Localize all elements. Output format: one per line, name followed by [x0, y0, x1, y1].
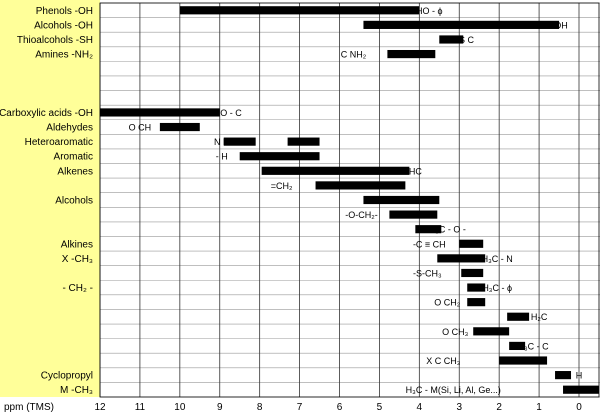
- row-label: Amines -NH₂: [35, 50, 93, 61]
- shift-range-bar: [415, 225, 442, 234]
- x-tick-label: 7: [297, 402, 303, 413]
- shift-range-bar: [473, 327, 510, 336]
- x-tick-label: 9: [217, 402, 223, 413]
- row-label: Aldehydes: [46, 123, 93, 134]
- x-tick-label: 3: [456, 402, 462, 413]
- x-tick-label: 2: [496, 402, 502, 413]
- structure-label: H₃C - M(Si, Li, Al, Ge...): [406, 385, 501, 395]
- structure-label: H₃C - ϕ: [482, 283, 512, 293]
- shift-range-bar: [261, 166, 410, 175]
- shift-range-bar: [461, 268, 484, 278]
- x-tick-label: 6: [337, 402, 343, 413]
- structure-label: HS C: [452, 35, 474, 45]
- shift-range-bar: [100, 108, 220, 117]
- structure-label: H₃C - N: [482, 254, 513, 264]
- shift-range-bar: [467, 298, 486, 307]
- shift-range-bar: [363, 195, 440, 205]
- shift-range-bar: [507, 312, 530, 321]
- x-tick-label: 11: [135, 402, 146, 413]
- shift-range-bar: [315, 181, 406, 190]
- row-label: Heteroaromatic: [25, 137, 93, 148]
- shift-range-bar: [389, 210, 438, 219]
- shift-range-bar: [467, 283, 486, 292]
- shift-range-bar: [179, 6, 420, 15]
- row-label: Alcohols -OH: [34, 20, 93, 31]
- row-label: X -CH₃: [62, 254, 93, 265]
- structure-label: -C ≡ CH: [413, 239, 446, 249]
- structure-label: H₂C: [531, 312, 548, 322]
- row-label: Alcohols: [55, 196, 93, 207]
- x-tick-label: 10: [174, 402, 186, 413]
- row-label: - CH₂ -: [62, 283, 93, 294]
- row-label: Thioalcohols -SH: [17, 35, 93, 46]
- shift-range-bar: [499, 356, 548, 365]
- x-tick-label: 8: [257, 402, 263, 413]
- label-panel: [0, 0, 100, 397]
- structure-label: -S-CH₃: [413, 268, 442, 278]
- x-tick-label: 12: [94, 402, 106, 413]
- shift-range-bar: [563, 385, 599, 394]
- shift-range-bar: [439, 35, 464, 44]
- shift-range-bar: [459, 239, 484, 248]
- structure-label: O CH: [129, 123, 152, 133]
- structure-label: N H: [214, 137, 230, 147]
- shift-range-bar: [387, 49, 436, 59]
- shift-range-bar: [159, 122, 200, 132]
- structure-label: - H: [216, 152, 228, 162]
- structure-label: X C CH₃: [426, 356, 461, 366]
- structure-label: -O-CH₂-: [345, 210, 377, 220]
- structure-label: H: [576, 371, 583, 381]
- shift-range-bar: [363, 20, 560, 29]
- structure-label: H₃C - C: [518, 341, 550, 351]
- shift-range-bar: [509, 341, 526, 351]
- structure-label: C NH₂: [341, 50, 367, 60]
- x-tick-label: 0: [576, 402, 582, 413]
- structure-label: O CH₃: [442, 327, 469, 337]
- row-label: M -CH₃: [60, 385, 93, 396]
- structure-label: HO - C: [214, 108, 242, 118]
- x-tick-label: 5: [377, 402, 383, 413]
- shift-range-bar: [239, 152, 320, 161]
- structure-label: O CH₂: [434, 298, 461, 308]
- shift-range-bar: [223, 137, 256, 146]
- row-label: Alkenes: [57, 166, 93, 177]
- x-axis-label: ppm (TMS): [4, 402, 54, 413]
- shift-range-bar: [287, 137, 320, 146]
- structure-label: =CH₂: [271, 181, 293, 191]
- x-tick-label: 4: [417, 402, 423, 413]
- row-label: Aromatic: [54, 152, 93, 163]
- row-label: Alkines: [61, 239, 93, 250]
- shift-range-bar: [437, 254, 486, 263]
- row-label: Phenols -OH: [36, 6, 93, 17]
- plot-frame: [99, 2, 600, 398]
- row-label: Cyclopropyl: [41, 371, 93, 382]
- x-tick-label: 1: [536, 402, 542, 413]
- structure-label: HO - ϕ: [416, 6, 443, 16]
- row-label: Carboxylic acids -OH: [0, 108, 93, 119]
- structure-label: HC: [409, 166, 422, 176]
- shift-range-bar: [555, 371, 572, 380]
- structure-label: H₃C - O -: [429, 225, 466, 235]
